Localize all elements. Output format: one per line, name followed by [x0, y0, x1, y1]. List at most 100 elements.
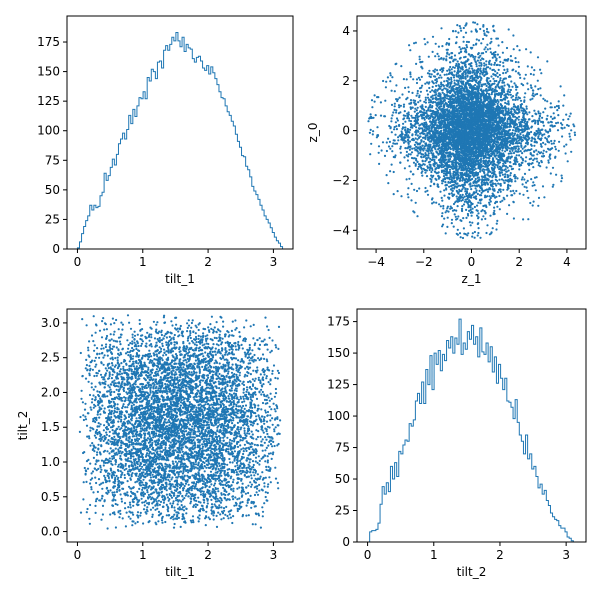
scatter-point	[423, 132, 426, 135]
scatter-point	[433, 123, 436, 127]
scatter-point	[445, 48, 448, 51]
scatter-point	[389, 80, 392, 83]
scatter-point	[440, 27, 443, 30]
scatter-point	[461, 47, 464, 50]
scatter-point	[390, 163, 393, 166]
scatter-point	[495, 63, 498, 67]
scatter-point	[539, 68, 542, 71]
scatter-point	[529, 51, 532, 54]
scatter-point	[555, 122, 558, 125]
scatter-point	[536, 79, 539, 82]
scatter-point	[539, 87, 542, 90]
scatter-point	[441, 70, 444, 73]
scatter-point	[520, 178, 524, 181]
scatter-point	[448, 170, 451, 173]
scatter-point	[480, 152, 483, 156]
scatter-point	[514, 57, 517, 60]
scatter-point	[407, 90, 410, 93]
scatter-point	[428, 86, 431, 90]
scatter-point	[431, 97, 434, 101]
scatter-point	[517, 65, 521, 68]
scatter-point	[544, 107, 547, 110]
scatter-point	[502, 81, 506, 84]
scatter-point	[444, 211, 447, 214]
scatter-point	[527, 218, 530, 221]
scatter-point	[421, 104, 424, 107]
scatter-point	[421, 117, 424, 120]
scatter-point	[422, 155, 425, 159]
scatter-point	[477, 52, 480, 55]
scatter-point	[389, 147, 392, 150]
scatter-point	[484, 73, 487, 76]
scatter-point	[537, 135, 540, 138]
scatter-point	[446, 216, 449, 219]
scatter-point	[478, 64, 481, 67]
scatter-point	[425, 149, 428, 152]
scatter-point	[418, 187, 421, 190]
scatter-point	[482, 215, 485, 218]
scatter-point	[473, 168, 476, 171]
scatter-point	[460, 85, 463, 88]
scatter-point	[402, 105, 405, 108]
scatter-point	[501, 149, 504, 152]
scatter-point	[491, 151, 494, 154]
scatter-point	[495, 79, 498, 83]
scatter-point	[463, 172, 466, 175]
scatter-point	[556, 109, 559, 112]
scatter-point	[414, 163, 417, 166]
scatter-point	[445, 55, 448, 58]
scatter-point	[485, 98, 488, 101]
scatter-point	[404, 114, 407, 117]
scatter-point	[444, 87, 447, 90]
scatter-point	[453, 161, 456, 164]
scatter-point	[402, 122, 405, 125]
scatter-point	[426, 138, 430, 141]
scatter-point	[510, 194, 513, 197]
scatter-point	[516, 117, 519, 120]
scatter-point	[516, 45, 519, 48]
scatter-point	[394, 154, 397, 157]
scatter-point	[434, 171, 437, 174]
scatter-point	[531, 204, 534, 207]
scatter-point	[411, 116, 414, 119]
scatter-point	[476, 204, 479, 207]
scatter-point	[568, 135, 571, 138]
scatter-point	[524, 120, 527, 123]
scatter-point	[402, 139, 405, 142]
scatter-point	[427, 156, 430, 159]
scatter-point	[430, 95, 433, 98]
scatter-point	[517, 108, 521, 112]
scatter-point	[485, 150, 488, 153]
scatter-point	[406, 114, 409, 117]
scatter-point	[436, 183, 439, 186]
scatter-point	[477, 227, 480, 230]
scatter-point	[492, 73, 495, 76]
scatter-point	[560, 126, 563, 129]
scatter-point	[500, 141, 503, 144]
scatter-point	[413, 143, 416, 146]
scatter-point	[418, 96, 421, 99]
scatter-point	[449, 65, 452, 69]
scatter-point	[535, 113, 538, 116]
scatter-point	[516, 91, 519, 95]
scatter-point	[544, 129, 547, 132]
scatter-point	[434, 42, 437, 45]
scatter-point	[422, 163, 425, 166]
scatter-point	[517, 139, 520, 142]
x-tick-label: 2	[204, 255, 212, 269]
scatter-point	[443, 170, 446, 173]
scatter-point	[510, 96, 513, 99]
scatter-point	[530, 144, 533, 147]
scatter-point	[441, 88, 444, 91]
scatter-point	[541, 120, 545, 123]
scatter-point	[482, 37, 485, 41]
scatter-point	[410, 114, 413, 117]
scatter-point	[442, 150, 446, 153]
scatter-point	[409, 128, 412, 131]
scatter-point	[539, 94, 542, 97]
scatter-point	[462, 108, 465, 111]
scatter-point	[472, 175, 475, 178]
scatter-point	[465, 40, 469, 44]
scatter-point	[454, 201, 457, 204]
scatter-point	[447, 210, 450, 213]
